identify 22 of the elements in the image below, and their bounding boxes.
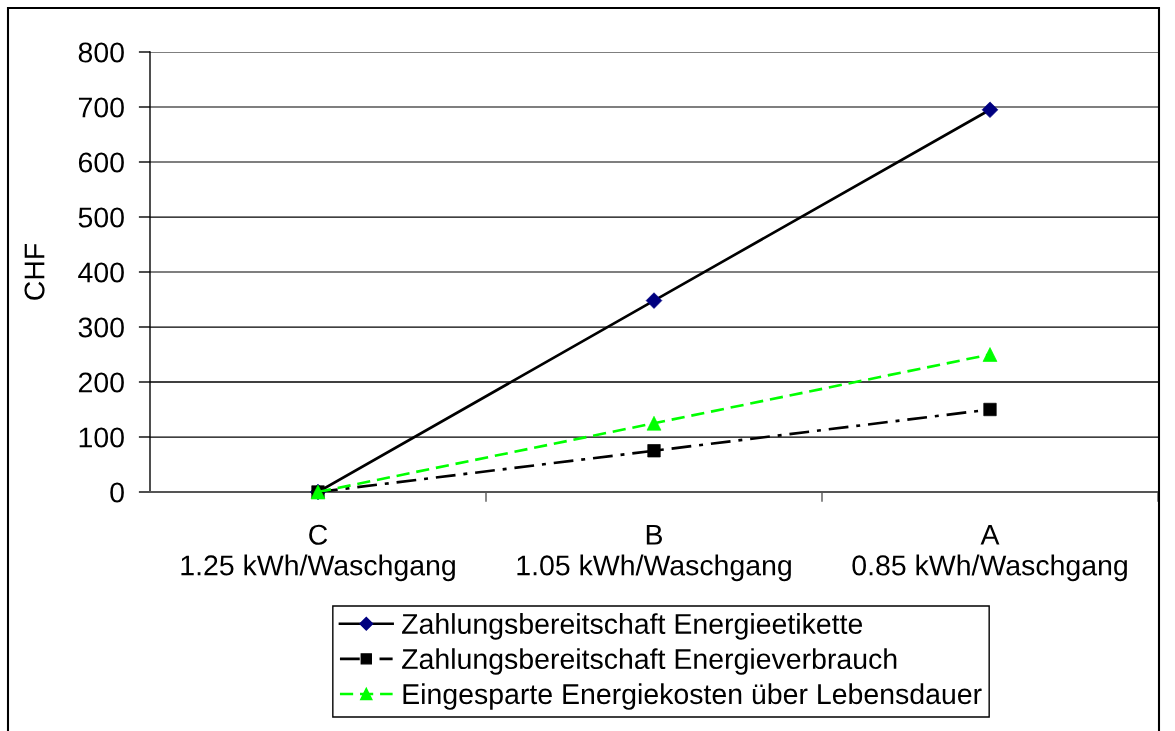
point xyxy=(645,292,663,309)
y-tick-label: 300 xyxy=(78,317,124,338)
x-tick-label: A 0.85 kWh/Waschgang xyxy=(852,524,1127,582)
point xyxy=(983,402,997,417)
point xyxy=(981,101,999,118)
point xyxy=(646,415,662,431)
y-tick-label: 600 xyxy=(78,152,124,173)
legend-label: Zahlungsbereitschaft Energieverbrauch xyxy=(402,648,897,675)
y-axis-title: CHF xyxy=(24,243,45,300)
x-tick-label: C 1.25 kWh/Waschgang xyxy=(181,524,455,582)
y-tick-label: 0 xyxy=(110,482,124,503)
y-tick-label: 100 xyxy=(79,427,124,448)
x-tick-label: B 1.05 kWh/Waschgang xyxy=(517,524,791,582)
y-tick-label: 700 xyxy=(78,97,124,118)
y-tick-label: 200 xyxy=(78,372,124,393)
y-tick-label: 500 xyxy=(78,207,124,228)
point xyxy=(982,347,998,362)
y-tick-label: 800 xyxy=(78,42,124,63)
y-tick-label: 400 xyxy=(78,262,124,283)
legend-label: Eingesparte Energiekosten über Lebensdauer xyxy=(403,683,982,710)
point xyxy=(647,444,661,458)
legend-label: Zahlungsbereitschaft Energieetikette xyxy=(402,613,863,640)
